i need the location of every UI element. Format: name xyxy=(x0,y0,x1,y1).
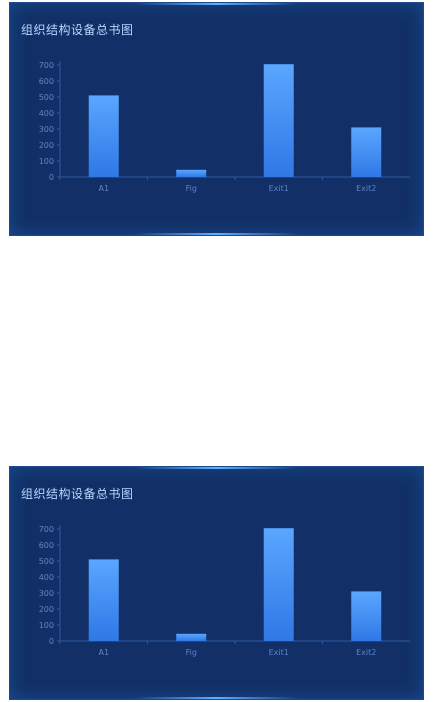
y-tick-label: 700 xyxy=(39,525,54,534)
chart-panel-2: 组织结构设备总书图 0 100 200 300 400 500 600 700 A1 Fig Exi… xyxy=(9,466,424,700)
bar-exit1[interactable] xyxy=(263,528,294,641)
y-tick-label: 100 xyxy=(39,157,54,166)
y-tick-label: 600 xyxy=(39,77,54,86)
x-category-label: A1 xyxy=(98,648,109,657)
y-tick-label: 200 xyxy=(39,141,54,150)
bar-a1[interactable] xyxy=(88,95,119,177)
chart-title-1: 组织结构设备总书图 xyxy=(21,23,134,37)
bar-chart-2: 0 100 200 300 400 500 600 700 A1 Fig Exit1 Exit2 xyxy=(39,525,410,657)
bar-a1[interactable] xyxy=(88,559,119,641)
y-tick-label: 300 xyxy=(39,589,54,598)
x-category-label: A1 xyxy=(98,184,109,193)
y-tick-label: 100 xyxy=(39,621,54,630)
y-tick-label: 400 xyxy=(39,109,54,118)
y-tick-label: 0 xyxy=(49,173,54,182)
x-category-label: Fig xyxy=(186,648,197,657)
y-tick-label: 300 xyxy=(39,125,54,134)
bar-exit2[interactable] xyxy=(351,127,382,177)
chart-title-2: 组织结构设备总书图 xyxy=(21,487,134,501)
y-tick-label: 200 xyxy=(39,605,54,614)
y-tick-label: 500 xyxy=(39,557,54,566)
x-category-label: Exit2 xyxy=(356,184,376,193)
y-tick-label: 700 xyxy=(39,61,54,70)
y-tick-label: 400 xyxy=(39,573,54,582)
x-category-label: Fig xyxy=(186,184,197,193)
bar-fig[interactable] xyxy=(176,169,207,177)
bar-exit2[interactable] xyxy=(351,591,382,641)
y-tick-label: 600 xyxy=(39,541,54,550)
bar-fig[interactable] xyxy=(176,633,207,641)
y-tick-label: 0 xyxy=(49,637,54,646)
x-category-label: Exit2 xyxy=(356,648,376,657)
bar-exit1[interactable] xyxy=(263,64,294,177)
bar-chart-1: 0 100 200 300 400 500 600 700 A1 Fig Exit1 Exit2 xyxy=(39,61,410,193)
x-category-label: Exit1 xyxy=(269,648,289,657)
chart-panel-1: 组织结构设备总书图 0 100 200 300 400 500 600 700 A1 Fig Exi… xyxy=(9,2,424,236)
x-category-label: Exit1 xyxy=(269,184,289,193)
y-tick-label: 500 xyxy=(39,93,54,102)
